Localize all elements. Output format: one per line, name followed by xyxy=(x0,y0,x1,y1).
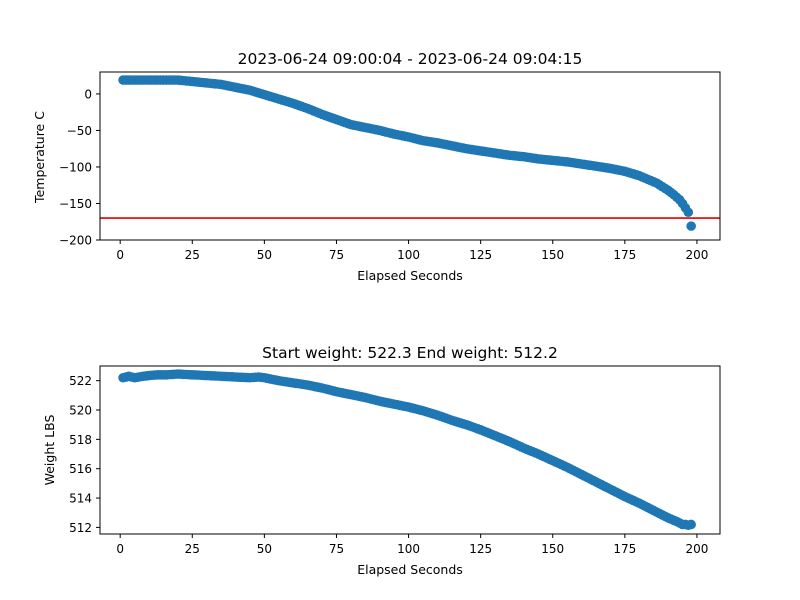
weight-chart-title: Start weight: 522.3 End weight: 512.2 xyxy=(262,344,558,362)
temperature-data-point xyxy=(686,221,696,231)
weight-x-tick-label: 100 xyxy=(397,542,420,556)
weight-y-tick-label: 514 xyxy=(69,492,92,506)
weight-x-tick-label: 150 xyxy=(541,542,564,556)
temperature-x-tick-label: 100 xyxy=(397,248,420,262)
temperature-x-axis-label: Elapsed Seconds xyxy=(357,268,463,283)
temperature-y-tick-label: −100 xyxy=(59,160,92,174)
weight-x-tick-label: 25 xyxy=(185,542,200,556)
temperature-x-tick-label: 25 xyxy=(185,248,200,262)
weight-plot-frame xyxy=(99,365,721,535)
weight-y-axis-label: Weight LBS xyxy=(42,415,57,486)
weight-data-point xyxy=(686,519,696,530)
temperature-y-tick-label: −50 xyxy=(67,124,92,138)
weight-y-tick-label: 516 xyxy=(69,462,92,476)
weight-x-tick-label: 175 xyxy=(613,542,636,556)
weight-y-tick-label: 522 xyxy=(69,374,92,388)
temperature-x-tick-label: 150 xyxy=(541,248,564,262)
temperature-subplot: 2023-06-24 09:00:04 - 2023-06-24 09:04:1… xyxy=(32,50,721,283)
weight-y-tick-label: 520 xyxy=(69,404,92,418)
temperature-x-tick-label: 175 xyxy=(613,248,636,262)
temperature-x-tick-label: 0 xyxy=(116,248,124,262)
temperature-x-tick-label: 75 xyxy=(329,248,344,262)
temperature-x-tick-label: 50 xyxy=(257,248,272,262)
weight-x-tick-label: 0 xyxy=(116,542,124,556)
temperature-x-tick-label: 200 xyxy=(685,248,708,262)
weight-x-tick-label: 125 xyxy=(469,542,492,556)
weight-x-tick-label: 75 xyxy=(329,542,344,556)
temperature-plot-frame xyxy=(99,71,721,241)
weight-subplot: Start weight: 522.3 End weight: 512.2 El… xyxy=(42,344,721,577)
weight-y-tick-label: 512 xyxy=(69,521,92,535)
weight-x-tick-label: 50 xyxy=(257,542,272,556)
temperature-y-tick-label: −150 xyxy=(59,197,92,211)
temperature-chart-title: 2023-06-24 09:00:04 - 2023-06-24 09:04:1… xyxy=(238,50,583,68)
temperature-y-tick-label: −200 xyxy=(59,234,92,248)
temperature-data-point xyxy=(683,207,694,218)
weight-x-axis-label: Elapsed Seconds xyxy=(357,562,463,577)
weight-y-tick-label: 518 xyxy=(69,433,92,447)
temperature-y-axis-label: Temperature C xyxy=(32,111,47,204)
weight-marks: 0 25 50 75 100 125 150 175 200 512 514 516 518 520 522 xyxy=(69,369,708,556)
weight-x-tick-label: 200 xyxy=(685,542,708,556)
temperature-y-tick-label: 0 xyxy=(84,87,92,101)
temperature-marks: 0 25 50 75 100 125 150 175 200 −200 −150 −100 −50 0 xyxy=(59,75,720,262)
temperature-x-tick-label: 125 xyxy=(469,248,492,262)
